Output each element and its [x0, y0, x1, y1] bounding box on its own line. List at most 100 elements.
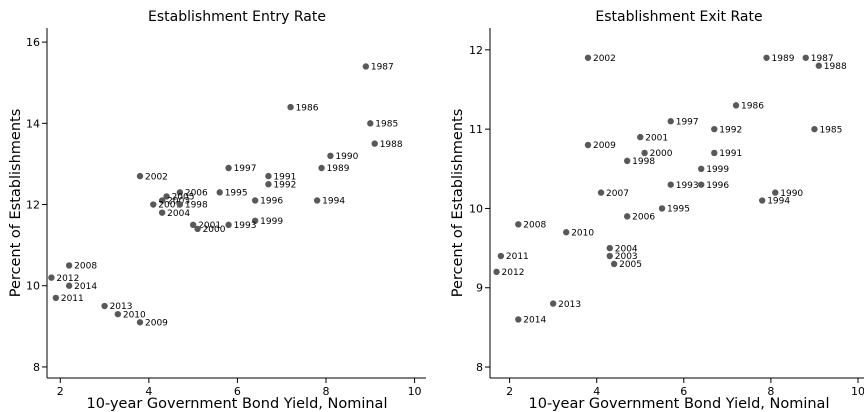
exit-rate-panel: Establishment Exit Rate 2 4 6 8 10 8 9 10 11 12 2…	[450, 9, 864, 412]
entry-point-label-1995: 1995	[225, 189, 248, 199]
entry-point-label-1999: 1999	[260, 217, 283, 227]
entry-point-2002	[136, 172, 144, 180]
entry-point-2006	[176, 189, 184, 196]
entry-point-1991	[265, 172, 272, 180]
exit-point-1989	[763, 54, 770, 61]
entry-point-label-1989: 1989	[327, 164, 350, 174]
exit-point-1996	[698, 181, 705, 188]
entry-x-tick-label: 10	[408, 385, 422, 398]
entry-point-1989	[318, 164, 325, 172]
exit-point-label-1996: 1996	[706, 181, 729, 191]
entry-point-label-1990: 1990	[335, 152, 358, 162]
exit-y-tick-label: 12	[469, 44, 483, 57]
exit-point-2001	[637, 133, 644, 141]
exit-point-label-2013: 2013	[558, 300, 581, 310]
entry-point-2008	[65, 262, 73, 269]
entry-x-axis-label: 10-year Government Bond Yield, Nominal	[87, 396, 388, 412]
exit-point-label-1998: 1998	[632, 157, 655, 167]
exit-point-label-1990: 1990	[780, 189, 803, 199]
entry-point-2007	[150, 201, 157, 208]
entry-point-label-2011: 2011	[61, 294, 84, 304]
entry-point-label-2000: 2000	[203, 225, 226, 235]
entry-rate-title: Establishment Entry Rate	[148, 9, 326, 25]
entry-point-2003	[158, 197, 166, 204]
entry-point-2013	[101, 302, 108, 310]
entry-point-label-1998: 1998	[185, 201, 208, 211]
entry-point-label-2010: 2010	[123, 310, 146, 320]
entry-point-1986	[287, 103, 294, 111]
exit-x-tick-label: 10	[851, 385, 864, 398]
entry-point-label-2007: 2007	[158, 201, 181, 211]
entry-point-label-2012: 2012	[56, 274, 79, 284]
entry-point-1998	[176, 201, 184, 208]
exit-point-label-1985: 1985	[819, 125, 842, 135]
exit-point-label-2003: 2003	[615, 252, 638, 262]
exit-x-axis-label: 10-year Government Bond Yield, Nominal	[529, 396, 830, 412]
entry-point-2012	[48, 274, 55, 281]
entry-point-label-2008: 2008	[74, 262, 97, 272]
exit-point-label-2010: 2010	[571, 228, 594, 238]
exit-point-1993	[667, 181, 674, 188]
entry-point-1987	[362, 63, 370, 70]
exit-point-1994	[758, 197, 766, 204]
exit-point-label-2002: 2002	[593, 54, 616, 64]
entry-point-1997	[225, 164, 232, 172]
exit-point-label-1994: 1994	[767, 197, 790, 207]
exit-point-label-2014: 2014	[523, 316, 546, 326]
entry-y-tick-label: 10	[26, 280, 40, 293]
exit-point-label-1992: 1992	[719, 125, 742, 135]
entry-point-1999	[251, 217, 259, 224]
exit-point-label-2009: 2009	[593, 141, 616, 151]
exit-point-label-2000: 2000	[650, 149, 673, 159]
entry-point-label-2014: 2014	[74, 282, 97, 292]
exit-point-label-1995: 1995	[667, 205, 690, 215]
exit-point-label-2007: 2007	[606, 189, 629, 199]
entry-point-2009	[136, 319, 144, 326]
exit-point-label-2012: 2012	[502, 268, 525, 278]
exit-point-2005	[610, 260, 618, 268]
entry-point-label-2006: 2006	[185, 189, 208, 199]
exit-point-1990	[772, 189, 779, 196]
exit-point-2012	[493, 268, 500, 276]
exit-point-2006	[623, 213, 631, 220]
exit-point-1999	[698, 165, 705, 172]
exit-point-label-2008: 2008	[523, 221, 546, 231]
entry-point-1996	[251, 197, 259, 204]
entry-point-label-1993: 1993	[234, 221, 257, 231]
exit-point-label-1999: 1999	[706, 165, 729, 175]
entry-tick-group: 2 4 6 8 10 8 10 12 14 16	[26, 36, 422, 398]
entry-point-label-1991: 1991	[273, 172, 296, 182]
exit-point-1992	[711, 125, 718, 133]
entry-point-2014	[65, 282, 73, 289]
exit-point-label-1986: 1986	[741, 102, 764, 112]
entry-point-2005	[163, 193, 170, 200]
exit-point-2004	[606, 244, 613, 252]
entry-point-1992	[265, 181, 272, 188]
exit-point-2008	[515, 221, 522, 228]
entry-y-tick-label: 8	[33, 361, 40, 374]
entry-point-2001	[189, 221, 197, 229]
entry-y-axis-label: Percent of Establishments	[8, 109, 24, 298]
entry-x-tick-label: 6	[234, 385, 241, 398]
exit-point-2010	[563, 229, 570, 236]
entry-point-label-2013: 2013	[110, 302, 133, 312]
entry-point-label-1986: 1986	[296, 103, 319, 113]
exit-point-label-2001: 2001	[645, 133, 668, 143]
entry-point-label-1996: 1996	[260, 197, 283, 207]
entry-point-label-1994: 1994	[322, 197, 345, 207]
entry-y-tick-label: 12	[26, 199, 40, 212]
exit-y-tick-label: 11	[469, 123, 483, 136]
exit-y-tick-label: 10	[469, 202, 483, 215]
exit-x-tick-label: 8	[767, 385, 774, 398]
entry-point-1988	[371, 140, 378, 147]
exit-point-label-1991: 1991	[719, 149, 742, 159]
exit-tick-group: 2 4 6 8 10 8 9 10 11 12	[469, 44, 864, 398]
exit-point-label-1989: 1989	[772, 54, 795, 64]
entry-rate-panel: Establishment Entry Rate 2 4 6 8 10 8 10 12 14 16…	[8, 9, 426, 412]
entry-x-tick-label: 4	[145, 385, 152, 398]
exit-point-1995	[658, 205, 666, 212]
exit-point-label-1993: 1993	[676, 181, 699, 191]
exit-point-label-1997: 1997	[676, 117, 699, 127]
exit-point-2014	[515, 316, 522, 323]
